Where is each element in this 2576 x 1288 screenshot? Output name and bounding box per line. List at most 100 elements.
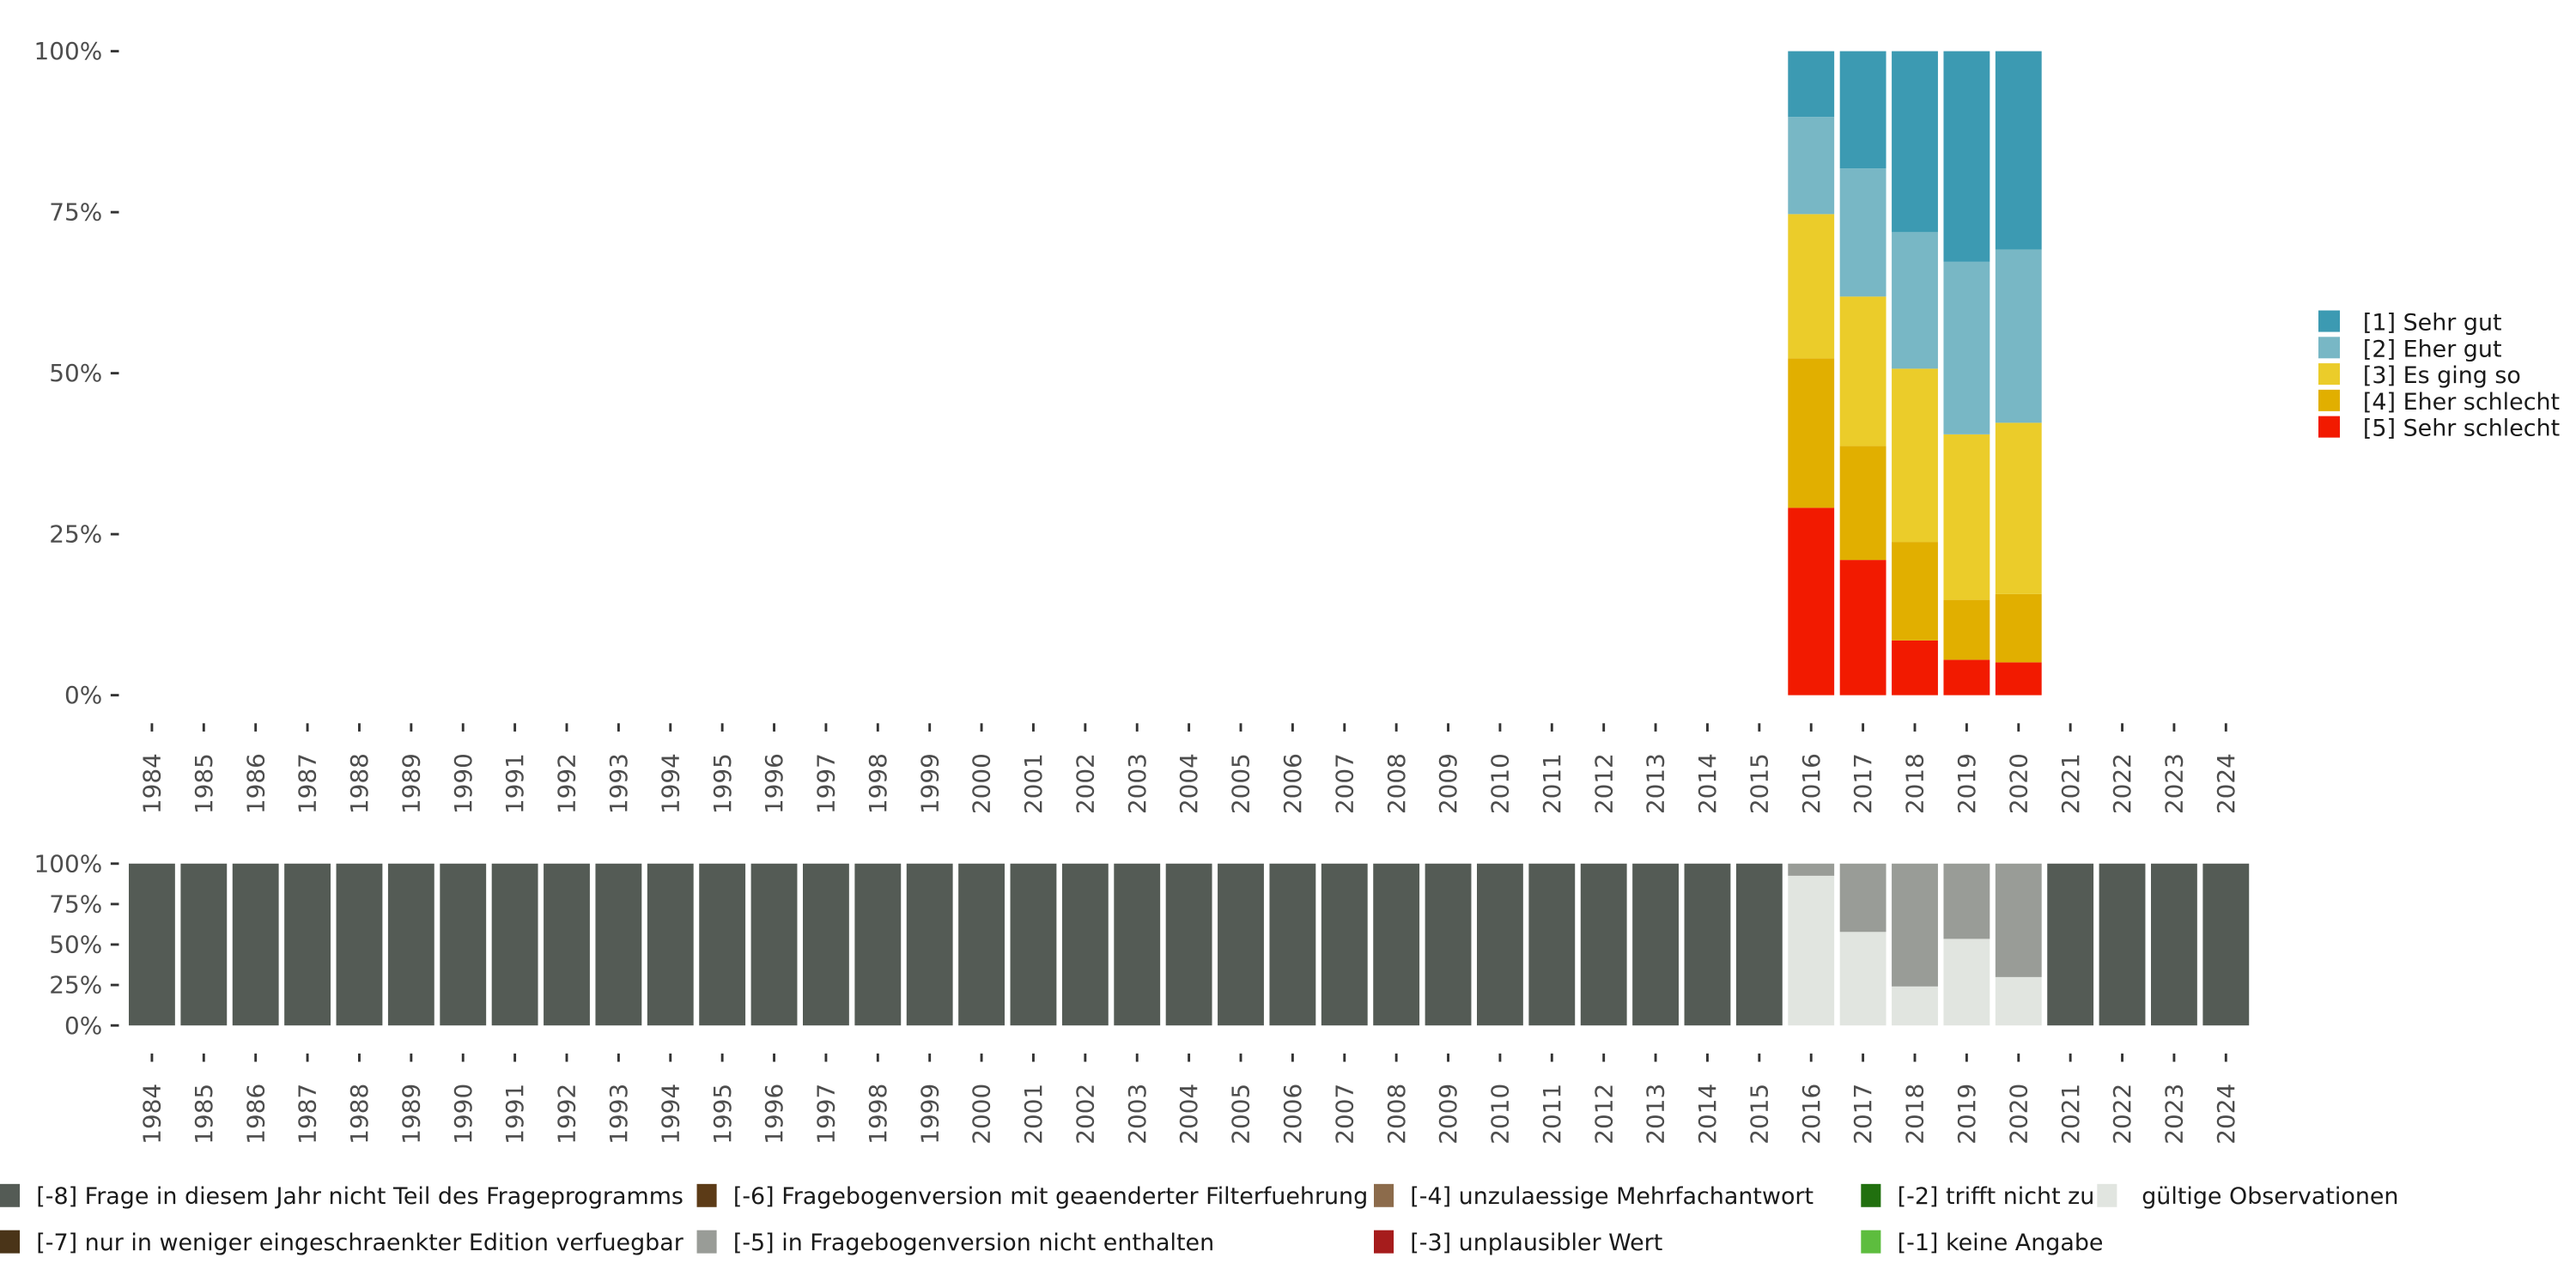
legend-label: [-3] unplausibler Wert xyxy=(1410,1230,1662,1256)
x-tick-label: 1996 xyxy=(760,1084,788,1145)
x-tick-label: 1990 xyxy=(449,753,477,814)
bar-segment-2018-1 xyxy=(1892,542,1938,641)
x-tick-label: 1989 xyxy=(397,753,425,814)
bar-segment-2017-0 xyxy=(1839,560,1886,696)
x-tick-label: 1994 xyxy=(656,1084,684,1145)
y-tick-label: 75% xyxy=(49,890,102,919)
x-tick-label: 1994 xyxy=(656,753,684,814)
legend-label: [-2] trifft nicht zu xyxy=(1898,1183,2095,1210)
bar-segment-2007-2 xyxy=(1321,863,1368,1026)
bar-segment-2010-2 xyxy=(1477,863,1523,1026)
bar-segment-2017-2 xyxy=(1839,296,1886,447)
x-tick-label: 2016 xyxy=(1797,1084,1826,1145)
y-tick-label: 25% xyxy=(49,971,102,999)
bar-segment-2013-2 xyxy=(1632,863,1679,1026)
x-tick-label: 2008 xyxy=(1382,753,1411,814)
legend-label: [3] Es ging so xyxy=(2363,362,2521,389)
bar-segment-1987-2 xyxy=(284,863,331,1026)
legend-swatch xyxy=(2318,416,2340,438)
bar-segment-2012-2 xyxy=(1580,863,1627,1026)
bar-segment-2018-4 xyxy=(1892,51,1938,233)
y-tick-label: 100% xyxy=(34,849,103,878)
legend-label: [4] Eher schlecht xyxy=(2363,389,2560,416)
x-tick-label: 1985 xyxy=(190,1084,218,1145)
x-tick-label: 2006 xyxy=(1279,1084,1307,1145)
x-tick-label: 1998 xyxy=(864,753,892,814)
x-tick-label: 1995 xyxy=(708,753,737,814)
y-tick-label: 50% xyxy=(49,931,102,959)
bar-segment-2019-4 xyxy=(1943,51,1990,262)
bar-segment-2018-1 xyxy=(1892,863,1938,987)
bar-segment-2018-2 xyxy=(1892,368,1938,543)
bar-segment-2016-4 xyxy=(1788,51,1835,118)
bar-segment-2020-1 xyxy=(1995,863,2042,977)
legend-label: [-6] Fragebogenversion mit geaenderter F… xyxy=(733,1183,1368,1210)
x-tick-label: 1993 xyxy=(605,753,633,814)
x-tick-label: 2024 xyxy=(2212,753,2240,814)
bar-segment-2020-2 xyxy=(1995,422,2042,594)
x-tick-label: 1996 xyxy=(760,753,788,814)
legend-label: [-7] nur in weniger eingeschraenkter Edi… xyxy=(36,1230,683,1256)
bar-segment-2009-2 xyxy=(1425,863,1472,1026)
x-tick-label: 2020 xyxy=(2004,753,2032,814)
legend-swatch xyxy=(2318,337,2340,359)
x-tick-label: 2016 xyxy=(1797,753,1826,814)
bar-segment-1998-2 xyxy=(854,863,902,1026)
x-tick-label: 1985 xyxy=(190,753,218,814)
x-tick-label: 2002 xyxy=(1071,1084,1099,1145)
x-tick-label: 2017 xyxy=(1849,753,1877,814)
bar-segment-2019-0 xyxy=(1943,659,1990,696)
legend-swatch xyxy=(0,1230,21,1254)
x-tick-label: 1999 xyxy=(915,753,944,814)
x-tick-label: 2021 xyxy=(2057,1084,2085,1145)
x-tick-label: 2014 xyxy=(1693,753,1722,814)
y-tick-label: 100% xyxy=(34,37,103,65)
bar-segment-2017-0 xyxy=(1839,932,1886,1026)
legend-swatch xyxy=(2318,389,2340,411)
bar-segment-2001-2 xyxy=(1010,863,1057,1026)
x-tick-label: 1997 xyxy=(812,753,841,814)
x-tick-label: 2009 xyxy=(1434,753,1462,814)
legend-swatch xyxy=(696,1183,717,1207)
x-tick-label: 1991 xyxy=(501,1084,529,1145)
x-tick-label: 2015 xyxy=(1745,1084,1773,1145)
x-tick-label: 2013 xyxy=(1642,1084,1670,1145)
legend-swatch xyxy=(2318,310,2340,332)
right-legend: [1] Sehr gut[2] Eher gut[3] Es ging so[4… xyxy=(2318,310,2560,442)
bar-segment-2016-1 xyxy=(1788,863,1835,876)
x-tick-label: 2008 xyxy=(1382,1084,1411,1145)
bar-segment-2017-1 xyxy=(1839,446,1886,561)
x-tick-label: 2018 xyxy=(1901,753,1929,814)
legend-label: [2] Eher gut xyxy=(2363,336,2502,362)
bar-segment-2016-0 xyxy=(1788,875,1835,1026)
x-tick-label: 2003 xyxy=(1123,1084,1151,1145)
x-tick-label: 2023 xyxy=(2160,753,2189,814)
bar-segment-1986-2 xyxy=(232,863,279,1026)
bar-segment-1995-2 xyxy=(699,863,746,1026)
x-tick-label: 2000 xyxy=(968,753,996,814)
x-tick-label: 2001 xyxy=(1019,1084,1048,1145)
bar-segment-2016-1 xyxy=(1788,358,1835,508)
legend-swatch xyxy=(1861,1183,1881,1207)
bar-segment-2020-4 xyxy=(1995,51,2042,250)
x-tick-label: 1984 xyxy=(138,753,167,814)
legend-swatch xyxy=(1374,1230,1394,1254)
bar-segment-2004-2 xyxy=(1165,863,1212,1026)
x-tick-label: 1987 xyxy=(294,753,322,814)
x-tick-label: 2020 xyxy=(2004,1084,2032,1145)
bar-segment-2020-0 xyxy=(1995,976,2042,1026)
legend-swatch xyxy=(1374,1183,1394,1207)
legend-label: [-4] unzulaessige Mehrfachantwort xyxy=(1410,1183,1814,1210)
x-tick-label: 2022 xyxy=(2108,1084,2136,1145)
y-tick-label: 0% xyxy=(64,1012,102,1040)
x-tick-label: 2017 xyxy=(1849,1084,1877,1145)
bar-segment-2023-2 xyxy=(2151,863,2197,1026)
x-tick-label: 1998 xyxy=(864,1084,892,1145)
x-tick-label: 2021 xyxy=(2057,753,2085,814)
bar-segment-1984-2 xyxy=(129,863,175,1026)
x-tick-label: 2004 xyxy=(1175,1084,1203,1145)
bar-segment-2019-1 xyxy=(1943,863,1990,939)
bar-segment-2011-2 xyxy=(1528,863,1576,1026)
x-tick-label: 2000 xyxy=(968,1084,996,1145)
bar-segment-2019-1 xyxy=(1943,599,1990,660)
